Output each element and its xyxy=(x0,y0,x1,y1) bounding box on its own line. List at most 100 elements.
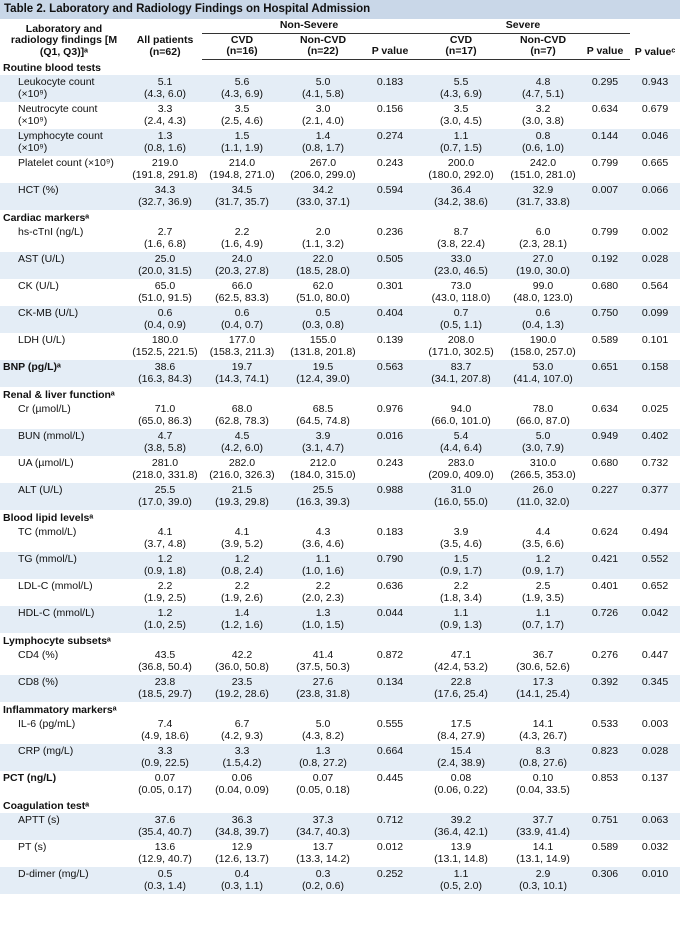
section-row: Blood lipid levelsᵃ xyxy=(0,510,680,525)
value-cell: 3.5 (2.5, 4.6) xyxy=(202,102,282,129)
value-cell: 19.5 (12.4, 39.0) xyxy=(282,359,364,387)
median: 21.5 xyxy=(231,483,253,496)
p-value: 0.533 xyxy=(591,717,619,730)
value-cell: 37.7 (33.9, 41.4) xyxy=(506,812,581,840)
median: 5.5 xyxy=(453,75,469,88)
value-cell: 4.1 (3.9, 5.2) xyxy=(202,525,282,552)
value-cell: 36.7 (30.6, 52.6) xyxy=(506,648,580,675)
p-value: 0.046 xyxy=(630,128,680,156)
median: 15.4 xyxy=(450,744,472,757)
row-label: hs-cTnI (ng/L) xyxy=(18,225,84,238)
median: 267.0 xyxy=(309,156,337,169)
data-row: BNP (pg/L)ᵃ 38.6 (16.3, 84.3) 19.7 (14.3, 74… xyxy=(0,359,680,387)
value-cell: 0.6 (0.4, 0.9) xyxy=(128,305,202,333)
value-cell: 34.5 (31.7, 35.7) xyxy=(202,182,282,210)
median: 2.9 xyxy=(535,867,551,880)
range: (1.6, 6.8) xyxy=(143,237,187,250)
p-value: 0.002 xyxy=(641,225,669,238)
range: (18.5, 28.0) xyxy=(296,264,350,277)
data-row: BUN (mmol/L) 4.7 (3.8, 5.8) 4.5 (4.2, 6.0) 3.… xyxy=(0,428,680,456)
median: 65.0 xyxy=(154,279,176,292)
median: 1.5 xyxy=(453,552,469,565)
range: (23.0, 46.5) xyxy=(434,264,488,277)
p-value: 0.872 xyxy=(376,648,404,661)
p-value: 0.243 xyxy=(376,456,404,469)
p-value: 0.634 xyxy=(591,402,619,415)
value-cell: 47.1 (42.4, 53.2) xyxy=(416,648,506,675)
value-cell: 0.6 (0.4, 0.7) xyxy=(202,305,282,333)
median: 14.1 xyxy=(532,840,554,853)
median: 62.0 xyxy=(312,279,334,292)
range: (3.8, 22.4) xyxy=(437,237,485,250)
header-text: (n=22) xyxy=(307,45,339,57)
range: (0.4, 1.3) xyxy=(522,318,565,331)
value-cell: 99.0 (48.0, 123.0) xyxy=(506,279,580,306)
median: 283.0 xyxy=(447,456,475,469)
section-row: Renal & liver functionᵃ xyxy=(0,387,680,402)
range: (0.8, 27.6) xyxy=(519,756,567,769)
range: (31.7, 33.8) xyxy=(516,195,570,208)
data-row: Neutrocyte count (×10⁹) 3.3 (2.4, 4.3) 3.5(… xyxy=(0,102,680,129)
median: 13.7 xyxy=(312,840,334,853)
p-value: 0.564 xyxy=(641,279,669,292)
range: (1.1, 1.9) xyxy=(220,141,264,154)
range: (3.5, 4.6) xyxy=(440,537,483,550)
median: 27.6 xyxy=(312,675,334,688)
p-value: 0.042 xyxy=(630,605,680,633)
median: 1.2 xyxy=(234,552,250,565)
value-cell: 0.8 (0.6, 1.0) xyxy=(506,128,581,156)
p-value: 0.101 xyxy=(641,333,669,346)
value-cell: 1.2 (0.9, 1.8) xyxy=(128,551,202,579)
median: 4.7 xyxy=(157,429,173,442)
median: 33.0 xyxy=(450,252,472,265)
p-value: 0.680 xyxy=(591,279,619,292)
median: 5.6 xyxy=(234,75,250,88)
value-cell: 36.3 (34.8, 39.7) xyxy=(202,812,282,840)
range: (37.5, 50.3) xyxy=(296,660,350,673)
range: (0.3, 1.1) xyxy=(220,879,264,892)
value-cell: 0.6 (0.4, 1.3) xyxy=(506,305,581,333)
data-row: Platelet count (×10⁹) 219.0 (191.8, 291.8)… xyxy=(0,156,680,183)
p-value: 0.404 xyxy=(364,305,417,333)
p-value: 0.032 xyxy=(641,840,669,853)
median: 22.0 xyxy=(312,252,334,265)
value-cell: 4.4 (3.5, 6.6) xyxy=(506,525,580,552)
median: 1.3 xyxy=(157,129,173,142)
range: (1.8, 3.4) xyxy=(440,591,483,604)
header-text: All patients xyxy=(136,34,194,46)
p-value: 0.377 xyxy=(630,482,680,510)
range: (4.9, 18.6) xyxy=(141,729,189,742)
header-text: Laboratory and radiology findings [M (Q1… xyxy=(10,22,118,58)
section-label: Routine blood tests xyxy=(3,61,101,74)
median: 34.5 xyxy=(231,183,253,196)
data-row: HCT (%) 34.3 (32.7, 36.9) 34.5 (31.7, 35.7) 3… xyxy=(0,182,680,210)
data-row: CD4 (%) 43.5 (36.8, 50.4) 42.2 (36.0, 50.8) 4… xyxy=(0,648,680,675)
range: (3.6, 4.6) xyxy=(301,537,345,550)
value-cell: 43.5 (36.8, 50.4) xyxy=(128,648,202,675)
p-value: 0.392 xyxy=(580,674,631,702)
header-text: CVD xyxy=(230,33,254,46)
median: 1.3 xyxy=(315,744,331,757)
section-row: Lymphocyte subsetsᵃ xyxy=(0,633,680,648)
median: 1.1 xyxy=(453,867,469,880)
p-value: 0.227 xyxy=(580,482,631,510)
median: 37.7 xyxy=(532,813,554,826)
range: (0.3, 10.1) xyxy=(519,879,567,892)
value-cell: 310.0 (266.5, 353.0) xyxy=(506,456,580,483)
row-label: CRP (mg/L) xyxy=(0,743,128,771)
median: 0.6 xyxy=(234,306,250,319)
range: (4.2, 6.0) xyxy=(220,441,264,454)
range: (43.0, 118.0) xyxy=(431,291,491,304)
median: 99.0 xyxy=(532,279,554,292)
range: (19.3, 29.8) xyxy=(215,495,269,508)
row-label: Neutrocyte count (×10⁹) xyxy=(18,102,98,127)
median: 1.2 xyxy=(157,606,173,619)
value-cell: 2.7 (1.6, 6.8) xyxy=(128,225,202,252)
range: (171.0, 302.5) xyxy=(428,345,494,358)
p-value: 0.652 xyxy=(641,579,669,592)
range: (1.1, 3.2) xyxy=(301,237,345,250)
range: (3.5, 6.6) xyxy=(522,537,565,550)
value-cell: 5.0 (3.0, 7.9) xyxy=(506,428,581,456)
p-value: 0.063 xyxy=(630,812,680,840)
median: 34.3 xyxy=(154,183,176,196)
